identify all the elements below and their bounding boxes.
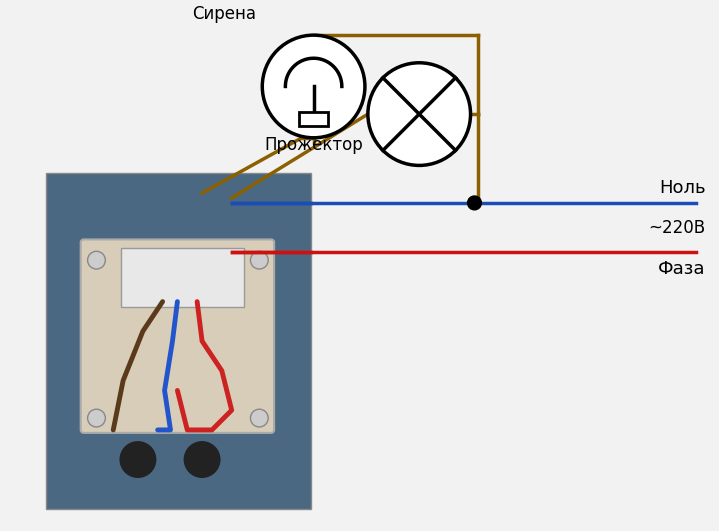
Circle shape — [250, 409, 268, 427]
Circle shape — [467, 196, 482, 210]
Text: Прожектор: Прожектор — [264, 136, 363, 154]
Circle shape — [262, 35, 365, 138]
FancyBboxPatch shape — [121, 249, 244, 306]
Circle shape — [120, 442, 156, 477]
Text: ~220В: ~220В — [649, 219, 705, 237]
Circle shape — [88, 251, 106, 269]
Circle shape — [368, 63, 470, 166]
Circle shape — [88, 409, 106, 427]
FancyBboxPatch shape — [46, 173, 311, 509]
Text: Фаза: Фаза — [658, 260, 705, 278]
FancyBboxPatch shape — [81, 239, 274, 433]
Circle shape — [250, 251, 268, 269]
Text: Сирена: Сирена — [193, 5, 257, 23]
Text: Ноль: Ноль — [659, 179, 705, 197]
Bar — [300, 112, 328, 126]
Circle shape — [184, 442, 220, 477]
